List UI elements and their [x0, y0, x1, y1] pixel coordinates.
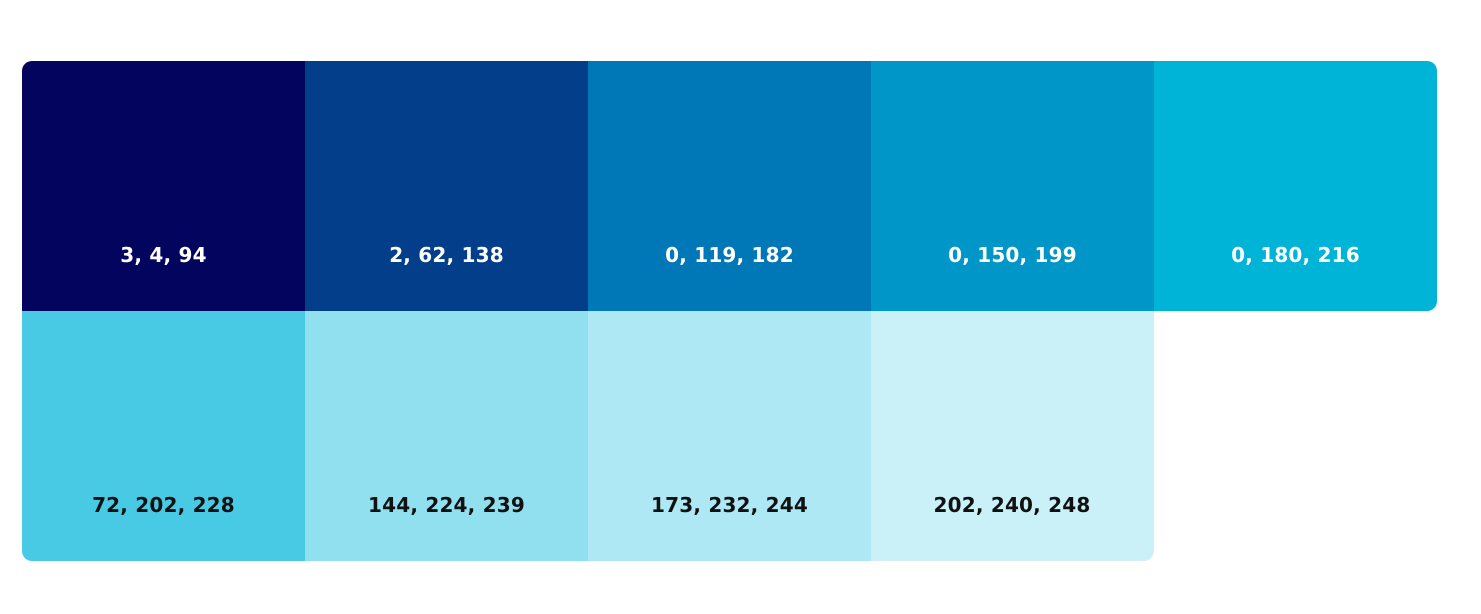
swatch-rgb-label: 2, 62, 138 [389, 243, 504, 267]
color-swatch[interactable]: 173, 232, 244 [588, 311, 871, 561]
swatch-rgb-label: 0, 180, 216 [1231, 243, 1360, 267]
swatch-rgb-label: 144, 224, 239 [368, 493, 525, 517]
swatch-rgb-label: 3, 4, 94 [120, 243, 207, 267]
palette-row-1: 3, 4, 94 2, 62, 138 0, 119, 182 0, 150, … [22, 61, 1437, 311]
color-swatch[interactable]: 202, 240, 248 [871, 311, 1154, 561]
color-swatch[interactable]: 72, 202, 228 [22, 311, 305, 561]
color-swatch[interactable]: 0, 119, 182 [588, 61, 871, 311]
color-swatch[interactable]: 144, 224, 239 [305, 311, 588, 561]
swatch-rgb-label: 72, 202, 228 [92, 493, 235, 517]
swatch-rgb-label: 202, 240, 248 [933, 493, 1091, 517]
swatch-rgb-label: 173, 232, 244 [651, 493, 808, 517]
palette-row-2: 72, 202, 228 144, 224, 239 173, 232, 244… [22, 311, 1154, 561]
color-swatch[interactable]: 2, 62, 138 [305, 61, 588, 311]
swatch-rgb-label: 0, 119, 182 [665, 243, 794, 267]
color-swatch[interactable]: 3, 4, 94 [22, 61, 305, 311]
color-swatch[interactable]: 0, 180, 216 [1154, 61, 1437, 311]
color-palette: 3, 4, 94 2, 62, 138 0, 119, 182 0, 150, … [22, 61, 1437, 561]
swatch-rgb-label: 0, 150, 199 [948, 243, 1077, 267]
color-swatch[interactable]: 0, 150, 199 [871, 61, 1154, 311]
